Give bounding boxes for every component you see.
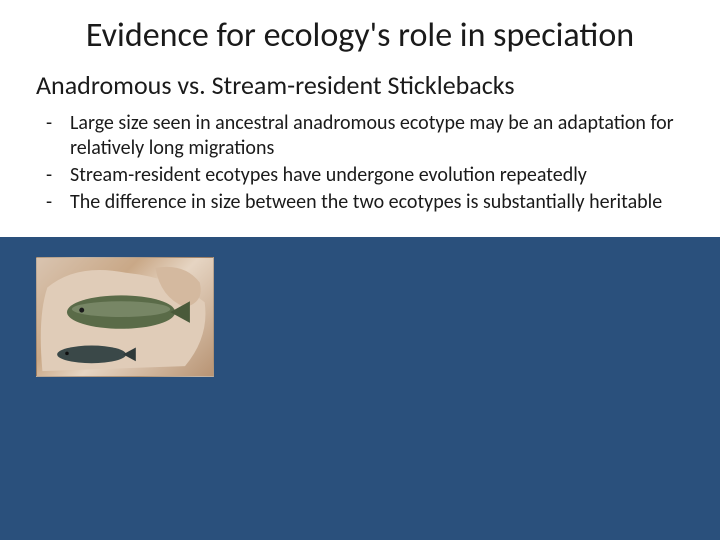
bullet-marker: - [46,111,70,161]
stickleback-photo [36,257,214,377]
list-item: - Large size seen in ancestral anadromou… [46,111,684,161]
slide-subtitle: Anadromous vs. Stream-resident Stickleba… [36,69,684,101]
small-fish-eye [65,352,69,356]
bullet-text: Stream-resident ecotypes have undergone … [70,163,684,188]
fish-in-hand-illustration [37,258,213,376]
slide-content-box: Evidence for ecology's role in speciatio… [0,0,720,237]
bullet-text: Large size seen in ancestral anadromous … [70,111,684,161]
large-fish-highlight [72,301,170,317]
large-fish-eye [79,308,84,313]
bullet-text: The difference in size between the two e… [70,190,684,215]
list-item: - Stream-resident ecotypes have undergon… [46,163,684,188]
bullet-marker: - [46,190,70,215]
bullet-marker: - [46,163,70,188]
list-item: - The difference in size between the two… [46,190,684,215]
slide-title: Evidence for ecology's role in speciatio… [36,16,684,55]
bullet-list: - Large size seen in ancestral anadromou… [36,111,684,215]
